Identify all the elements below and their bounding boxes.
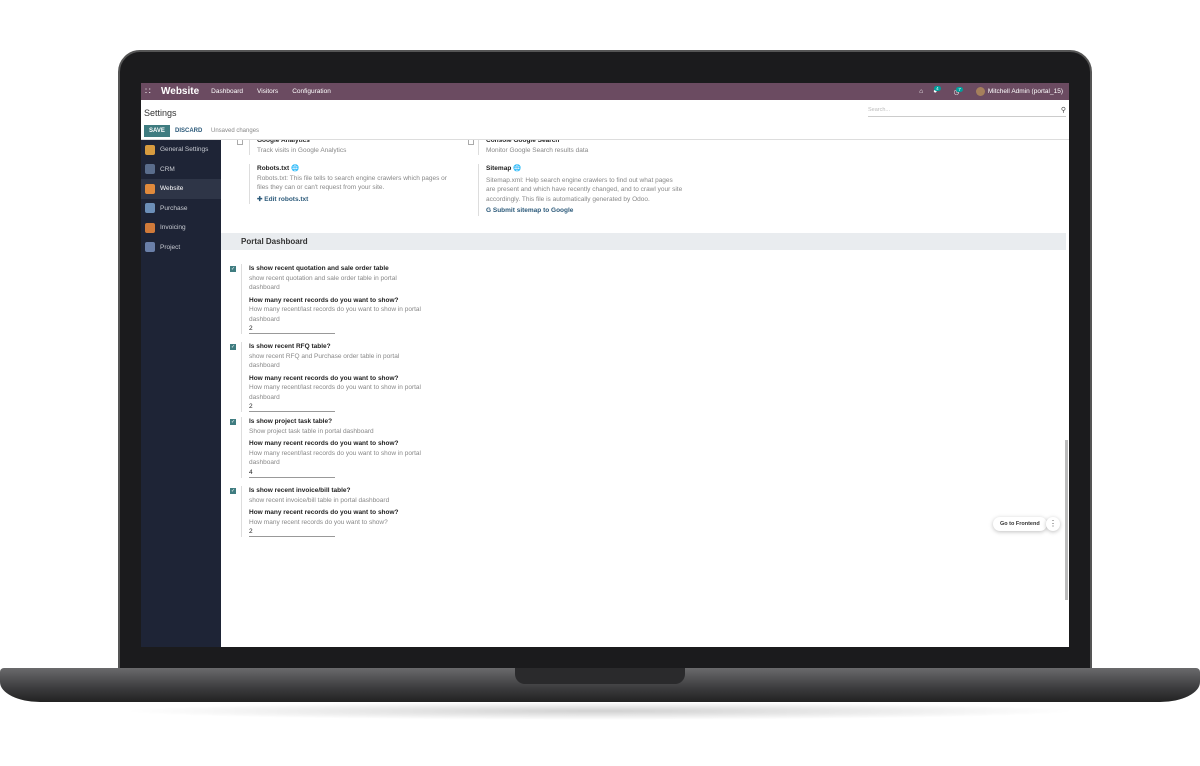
menu-dashboard[interactable]: Dashboard [211,88,243,95]
records-count-input[interactable]: 2 [249,402,335,412]
search-icon[interactable]: ⚲ [1060,107,1066,114]
setting-title: Is show recent quotation and sale order … [249,265,389,272]
purchase-icon [145,203,155,214]
setting-title: Console Google Search [486,137,560,144]
settings-sidebar: General Settings CRM Website Purchase In… [141,140,221,647]
portal-setting-checkbox[interactable]: ✓ [230,419,236,425]
screen: ∷ Website Dashboard Visitors Configurati… [141,83,1069,647]
records-question: How many recent records do you want to s… [249,374,399,382]
records-question: How many recent records do you want to s… [249,296,399,304]
portal-setting-checkbox[interactable]: ✓ [230,488,236,494]
menu-visitors[interactable]: Visitors [256,88,279,95]
link-label: Submit sitemap to Google [492,207,574,214]
page-title: Settings [144,108,177,118]
scrollbar[interactable] [1065,440,1068,600]
records-desc: How many recent/last records do you want… [249,306,421,323]
sidebar-item-website[interactable]: Website [141,179,221,199]
setting-desc: show recent RFQ and Purchase order table… [249,352,400,370]
website-home-icon[interactable]: ⌂ [919,88,924,95]
go-to-frontend-button[interactable]: Go to Frontend [993,517,1047,531]
portal-setting: Is show recent invoice/bill table? show … [241,486,421,537]
portal-setting-checkbox[interactable]: ✓ [230,266,236,272]
activity-badge: 7 [956,86,963,92]
records-count-input[interactable]: 2 [249,324,335,334]
sidebar-item-label: CRM [160,165,175,173]
setting-desc: show recent invoice/bill table in portal… [249,496,390,504]
user-menu[interactable]: Mitchell Admin (portal_15) [975,87,1063,96]
records-question: How many recent records do you want to s… [249,440,399,447]
section-title: Portal Dashboard [221,233,1066,250]
crm-icon [145,164,155,175]
globe-icon [145,183,155,194]
search-placeholder: Search... [868,107,891,113]
more-options-icon[interactable]: ⋮ [1046,517,1060,531]
sitemap-setting: Sitemap 🌐 Sitemap.xml: Help search engin… [478,164,683,216]
setting-title: Google Analytics [257,137,310,144]
records-count-input[interactable]: 4 [249,468,335,478]
sidebar-item-label: General Settings [160,146,209,154]
link-label: Edit robots.txt [264,195,309,203]
sidebar-item-purchase[interactable]: Purchase [141,199,221,219]
setting-desc: Robots.txt: This file tells to search en… [257,174,447,192]
google-search-console-setting: Console Google Search Monitor Google Sea… [478,136,678,155]
sidebar-item-label: Website [160,185,184,193]
globe-icon: 🌐 [290,165,300,172]
messages-icon[interactable]: ●4 [933,86,941,95]
sidebar-item-label: Invoicing [160,224,186,232]
sidebar-item-project[interactable]: Project [141,238,221,258]
user-name: Mitchell Admin (portal_15) [987,88,1063,96]
invoice-icon [145,222,155,233]
messages-badge: 4 [934,86,941,91]
records-desc: How many recent records do you want to s… [249,518,388,526]
menu-configuration[interactable]: Configuration [292,88,331,95]
submit-sitemap-link[interactable]: G Submit sitemap to Google [486,207,574,214]
laptop-shadow [120,702,1080,720]
setting-title: Is show recent RFQ table? [249,343,331,350]
sidebar-item-general-settings[interactable]: General Settings [141,140,221,160]
records-desc: How many recent/last records do you want… [249,449,421,467]
sidebar-item-invoicing[interactable]: Invoicing [141,218,221,238]
google-analytics-setting: Google Analytics Track visits in Google … [249,136,449,155]
portal-setting: Is show recent RFQ table? show recent RF… [241,342,421,412]
portal-setting-checkbox[interactable]: ✓ [230,344,236,350]
records-count-input[interactable]: 2 [249,527,335,537]
sidebar-item-label: Project [160,243,181,251]
setting-title: Is show project task table? [249,418,333,425]
edit-robots-link[interactable]: ✚ Edit robots.txt [257,195,309,203]
gear-icon [145,144,155,155]
setting-title: Sitemap [486,165,512,172]
portal-setting: Is show project task table? Show project… [241,417,421,478]
setting-desc: show recent quotation and sale order tab… [249,274,397,292]
unsaved-status: Unsaved changes [211,128,260,134]
laptop-notch [515,668,685,684]
globe-icon: 🌐 [513,165,522,172]
save-button[interactable]: SAVE [144,125,170,137]
setting-title: Is show recent invoice/bill table? [249,487,351,494]
top-navbar: ∷ Website Dashboard Visitors Configurati… [141,83,1069,100]
sidebar-item-crm[interactable]: CRM [141,160,221,180]
control-panel: Settings SAVE DISCARD Unsaved changes Se… [141,100,1069,140]
setting-desc: Sitemap.xml: Help search engine crawlers… [486,176,683,203]
sidebar-item-label: Purchase [160,204,188,212]
robots-setting: Robots.txt 🌐 Robots.txt: This file tells… [249,164,449,204]
discard-button[interactable]: DISCARD [175,128,203,134]
records-question: How many recent records do you want to s… [249,509,399,516]
settings-content: Google Analytics Track visits in Google … [221,136,1069,647]
setting-desc: Show project task table in portal dashbo… [249,427,374,435]
records-desc: How many recent/last records do you want… [249,384,421,401]
setting-title: Robots.txt [257,165,290,172]
portal-setting: Is show recent quotation and sale order … [241,264,421,334]
setting-desc: Track visits in Google Analytics [257,146,347,154]
avatar [975,87,985,96]
search-input[interactable]: Search... ⚲ [868,105,1066,117]
apps-grid-icon[interactable]: ∷ [145,86,151,96]
activity-clock-icon[interactable]: ◷7 [953,86,963,96]
setting-desc: Monitor Google Search results data [486,146,589,154]
app-title[interactable]: Website [161,86,200,97]
project-icon [145,242,155,253]
